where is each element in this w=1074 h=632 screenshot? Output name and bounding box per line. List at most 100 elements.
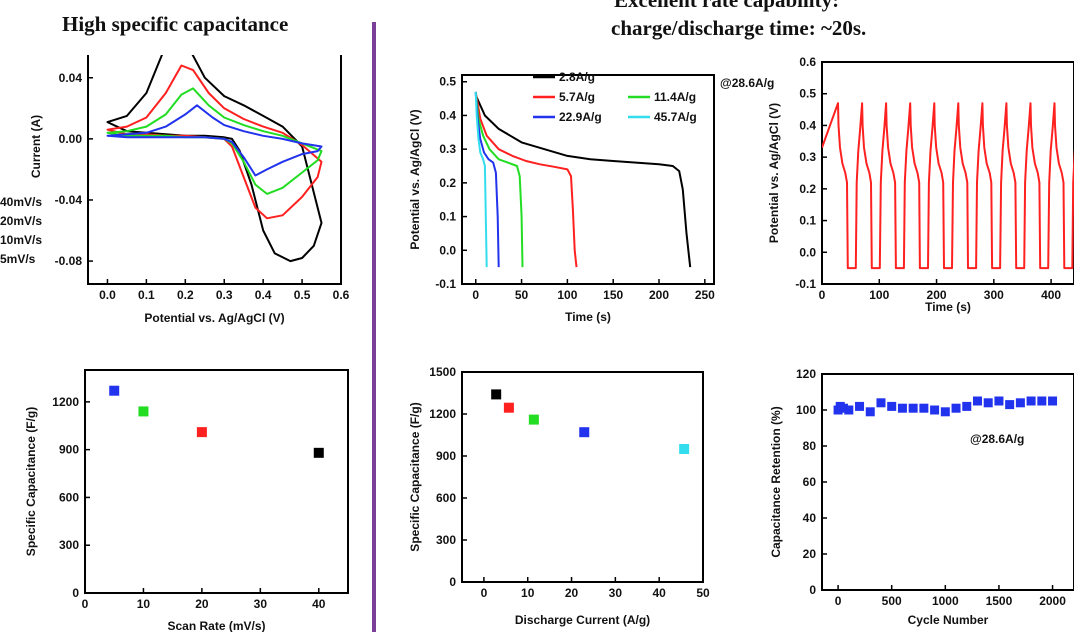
heading-left: High specific capacitance: [62, 12, 289, 36]
data-point: [876, 398, 886, 408]
series-line: [106, 104, 323, 177]
legend-label: 5mV/s: [0, 252, 36, 266]
section-divider: [372, 22, 376, 632]
y-axis-label: Potential vs. Ag/AgCl (V): [408, 109, 422, 249]
y-tick-label: 0.04: [59, 71, 83, 85]
x-tick-label: 30: [254, 597, 268, 611]
data-point: [313, 447, 324, 458]
data-point: [951, 403, 961, 413]
y-tick-label: 0.00: [59, 132, 83, 146]
legend-label: 45.7A/g: [654, 110, 697, 124]
data-point: [897, 403, 907, 413]
plot-area: [106, 55, 323, 263]
x-tick-label: 500: [882, 594, 902, 608]
plot-area: [109, 385, 324, 458]
y-tick-label: -0.04: [55, 193, 83, 207]
y-tick-label: -0.08: [55, 254, 83, 268]
y-tick-label: 0: [449, 575, 456, 589]
x-tick-label: 100: [557, 288, 577, 302]
plot-frame: [84, 369, 349, 594]
y-tick-label: 0.0: [439, 243, 456, 257]
y-tick-label: 600: [436, 491, 456, 505]
plot-area: [833, 396, 1058, 417]
data-point: [983, 398, 993, 408]
x-tick-label: 0: [82, 597, 89, 611]
x-tick-label: 0.2: [177, 288, 194, 302]
x-tick-label: 250: [695, 288, 715, 302]
y-tick-label: 0.6: [799, 55, 816, 69]
x-tick-label: 2000: [1039, 594, 1066, 608]
data-point: [579, 427, 590, 438]
legend-label: 10mV/s: [0, 233, 42, 247]
data-point: [503, 402, 514, 413]
x-tick-label: 10: [521, 586, 535, 600]
y-tick-label: 0.4: [439, 108, 456, 122]
data-point: [865, 407, 875, 417]
data-point: [528, 414, 539, 425]
x-tick-label: 30: [609, 586, 623, 600]
plot-frame: [461, 371, 704, 583]
x-tick-label: 300: [984, 288, 1004, 302]
y-tick-label: 0: [72, 586, 79, 600]
y-tick-label: 600: [59, 490, 79, 504]
series-line: [474, 91, 488, 268]
legend-label: 40mV/s: [0, 195, 42, 209]
x-tick-label: 50: [696, 586, 710, 600]
x-tick-label: 0.6: [333, 288, 350, 302]
x-tick-label: 0: [819, 288, 826, 302]
x-axis-label: Discharge Current (A/g): [515, 613, 650, 627]
data-point: [679, 444, 690, 454]
x-tick-label: 0.4: [255, 288, 272, 302]
y-tick-label: 60: [803, 475, 817, 489]
data-point: [109, 385, 120, 396]
y-tick-label: 0.5: [799, 87, 816, 101]
data-point: [196, 427, 207, 438]
y-tick-label: 0.1: [439, 210, 456, 224]
series-line: [474, 91, 500, 268]
data-point: [908, 403, 918, 413]
x-tick-label: 200: [649, 288, 669, 302]
legend-label: 22.9A/g: [559, 110, 602, 124]
data-point: [838, 403, 848, 413]
retention-chart: 0 500 1000 1500 2000 0 20 40 60 80 100 120 Cycle Num…: [769, 367, 1074, 627]
x-tick-label: 0.0: [99, 288, 116, 302]
x-axis-label: Potential vs. Ag/AgCl (V): [144, 311, 284, 325]
heading-right-line1: Excellent rate capability:: [614, 0, 840, 12]
plot-area: [822, 102, 1074, 270]
y-tick-label: 100: [796, 403, 816, 417]
data-point: [940, 407, 950, 417]
y-tick-label: 1200: [52, 395, 79, 409]
y-tick-label: 0.2: [799, 182, 816, 196]
x-tick-label: 400: [1041, 288, 1061, 302]
series-line: [106, 64, 323, 220]
plot-area: [474, 91, 692, 268]
cycling-chart: 0 100 200 300 400 -0.1 0.0 0.1 0.2 0.3 0.4 0.5 0.6 Ti…: [720, 55, 1074, 314]
series-line: [474, 94, 692, 268]
data-point: [855, 401, 865, 411]
y-tick-label: -0.1: [435, 277, 456, 291]
data-point: [962, 401, 972, 411]
y-tick-label: 0: [809, 583, 816, 597]
heading-right-line2: charge/discharge time: ~20s.: [611, 16, 867, 40]
y-tick-label: 0.3: [439, 142, 456, 156]
scanrate-chart: 0 10 20 30 40 0 300 600 900 1200 Scan Rate (mV/s) S…: [24, 369, 349, 632]
data-point: [1048, 396, 1058, 406]
y-tick-label: 0.5: [439, 75, 456, 89]
x-tick-label: 20: [565, 586, 579, 600]
y-tick-label: 300: [436, 533, 456, 547]
y-tick-label: 20: [803, 547, 817, 561]
data-point: [1015, 398, 1025, 408]
data-point: [844, 405, 854, 415]
x-tick-label: 200: [927, 288, 947, 302]
series-line: [474, 91, 578, 268]
y-tick-label: 1500: [429, 365, 456, 379]
x-tick-label: 0.1: [138, 288, 155, 302]
data-point: [887, 401, 897, 411]
plot-area: [491, 389, 690, 454]
y-tick-label: -0.1: [795, 277, 816, 291]
x-tick-label: 0.3: [216, 288, 233, 302]
y-axis-label: Specific Capacitance (F/g): [24, 407, 38, 556]
legend-label: 2.8A/g: [559, 70, 595, 84]
y-tick-label: 0.1: [799, 214, 816, 228]
y-tick-label: 900: [436, 449, 456, 463]
